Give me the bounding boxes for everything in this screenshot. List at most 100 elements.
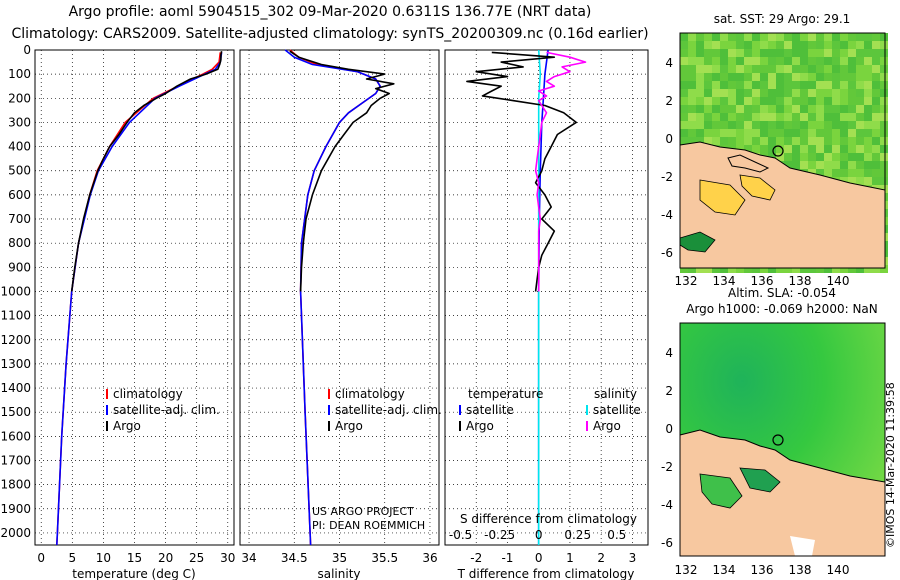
sst-pixel	[792, 97, 800, 105]
sst-pixel	[784, 145, 792, 153]
sst-pixel	[872, 137, 880, 145]
legend-title-temperature: temperature	[468, 387, 543, 401]
sst-pixel	[872, 81, 880, 89]
sst-pixel	[776, 81, 784, 89]
sst-pixel	[728, 33, 736, 41]
sst-pixel	[776, 153, 784, 161]
sst-pixel	[808, 105, 816, 113]
sst-map-frame	[679, 32, 886, 269]
sst-pixel	[872, 89, 880, 97]
sst-pixel	[872, 73, 880, 81]
sst-pixel	[840, 145, 848, 153]
depth-tick-label: 1600	[0, 429, 31, 443]
sst-coastal-water	[699, 179, 746, 216]
sst-pixel	[784, 113, 792, 121]
sst-pixel	[856, 41, 864, 49]
sst-pixel	[792, 161, 800, 169]
sst-pixel	[864, 49, 872, 57]
sst-ytick-label: 2	[665, 94, 673, 108]
sst-pixel	[848, 169, 856, 177]
sst-pixel	[752, 73, 760, 81]
sst-pixel	[688, 81, 696, 89]
sst-pixel	[792, 73, 800, 81]
sst-pixel	[848, 105, 856, 113]
sst-pixel	[752, 121, 760, 129]
sst-pixel	[784, 153, 792, 161]
series-line-argo	[289, 50, 395, 292]
alt-xtick-label: 132	[675, 563, 698, 577]
sst-pixel	[864, 89, 872, 97]
sst-pixel	[800, 265, 808, 273]
sst-pixel	[800, 121, 808, 129]
sst-pixel	[800, 65, 808, 73]
depth-tick-label: 1200	[0, 333, 31, 347]
altimetry-map-frame	[679, 322, 886, 557]
sst-pixel	[704, 121, 712, 129]
sst-pixel	[880, 145, 888, 153]
sst-pixel	[840, 129, 848, 137]
sst-pixel	[784, 161, 792, 169]
sst-pixel	[760, 49, 768, 57]
sst-pixel	[712, 49, 720, 57]
sst-pixel	[864, 121, 872, 129]
sst-pixel	[856, 113, 864, 121]
sst-pixel	[808, 41, 816, 49]
sst-pixel	[808, 49, 816, 57]
sst-pixel	[784, 49, 792, 57]
sst-pixel	[808, 97, 816, 105]
sst-pixel	[816, 105, 824, 113]
sst-pixel	[808, 65, 816, 73]
sst-pixel	[800, 57, 808, 65]
sst-pixel	[768, 65, 776, 73]
sst-pixel	[696, 49, 704, 57]
sst-pixel	[688, 33, 696, 41]
sst-pixel	[720, 113, 728, 121]
sst-pixel	[760, 265, 768, 273]
sst-pixel	[840, 113, 848, 121]
sst-pixel	[696, 137, 704, 145]
salinity-legend: climatology satellite-adj. clim. Argo US…	[312, 387, 442, 532]
alt-missing-data	[790, 536, 815, 556]
sst-pixel	[816, 137, 824, 145]
sst-map-title: sat. SST: 29 Argo: 29.1	[714, 12, 851, 26]
sst-pixel	[776, 121, 784, 129]
sst-pixel	[856, 57, 864, 65]
sst-pixel	[848, 73, 856, 81]
chart-title-line2: Climatology: CARS2009. Satellite-adjuste…	[11, 26, 649, 42]
sst-pixel	[792, 105, 800, 113]
sst-pixel	[832, 49, 840, 57]
sst-pixel	[784, 265, 792, 273]
sst-pixel	[776, 65, 784, 73]
sst-pixel	[880, 129, 888, 137]
sst-pixel	[816, 89, 824, 97]
sst-pixel	[840, 41, 848, 49]
sst-pixel	[776, 137, 784, 145]
sst-pixel	[768, 105, 776, 113]
sst-pixel	[736, 57, 744, 65]
sst-pixel	[752, 265, 760, 273]
sst-pixel	[832, 65, 840, 73]
sst-pixel	[728, 49, 736, 57]
sst-pixel	[784, 121, 792, 129]
sst-pixel	[736, 137, 744, 145]
sst-pixel	[816, 49, 824, 57]
sst-pixel	[712, 33, 720, 41]
sst-pixel	[760, 57, 768, 65]
sst-pixel	[680, 73, 688, 81]
sst-pixel	[808, 121, 816, 129]
sst-pixel	[800, 113, 808, 121]
sst-pixel	[744, 137, 752, 145]
sst-pixel	[744, 97, 752, 105]
sst-pixel	[712, 129, 720, 137]
sst-bay-water	[739, 174, 776, 201]
sst-pixel	[824, 161, 832, 169]
sst-pixel	[800, 137, 808, 145]
sst-pixel	[728, 137, 736, 145]
alt-xtick-label: 134	[713, 563, 736, 577]
sst-pixel	[712, 41, 720, 49]
sst-pixel	[824, 33, 832, 41]
sst-pixel	[704, 41, 712, 49]
sst-pixel	[864, 41, 872, 49]
depth-tick-label: 300	[8, 115, 31, 129]
sst-pixel	[872, 129, 880, 137]
